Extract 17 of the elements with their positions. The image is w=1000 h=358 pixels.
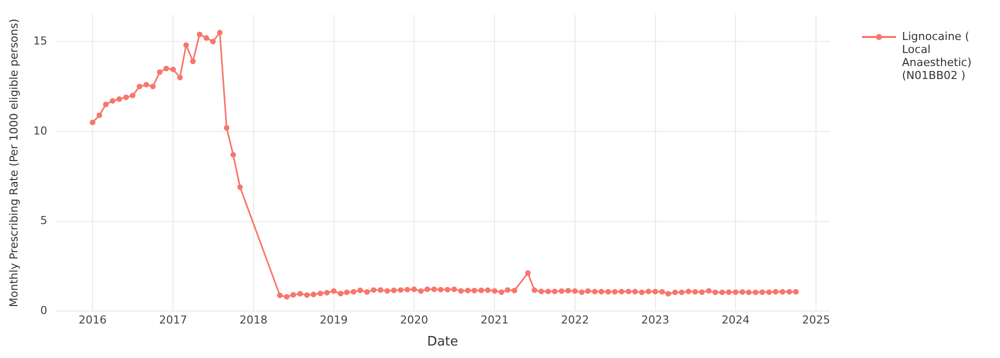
x-tick-label: 2025 — [802, 314, 830, 327]
legend-label: Lignocaine ( Local Anaesthetic) (N01BB02 ) — [902, 30, 972, 82]
x-tick-label: 2018 — [239, 314, 268, 327]
x-tick-label: 2019 — [320, 314, 348, 327]
x-tick-label: 2017 — [159, 314, 188, 327]
x-tick-label: 2023 — [641, 314, 670, 327]
x-tick-label: 2016 — [78, 314, 107, 327]
x-axis-title: Date — [427, 334, 458, 350]
y-axis-title: Monthly Prescribing Rate (Per 1000 eligible persons) — [7, 18, 20, 308]
y-tick-label: 5 — [40, 214, 48, 228]
x-tick-label: 2022 — [560, 314, 589, 327]
y-tick-label: 15 — [33, 34, 48, 48]
y-tick-label: 10 — [33, 124, 48, 138]
x-tick-label: 2020 — [400, 314, 428, 327]
y-tick-label: 0 — [40, 304, 48, 318]
x-tick-label: 2024 — [722, 314, 750, 327]
x-tick-label: 2021 — [480, 314, 509, 327]
